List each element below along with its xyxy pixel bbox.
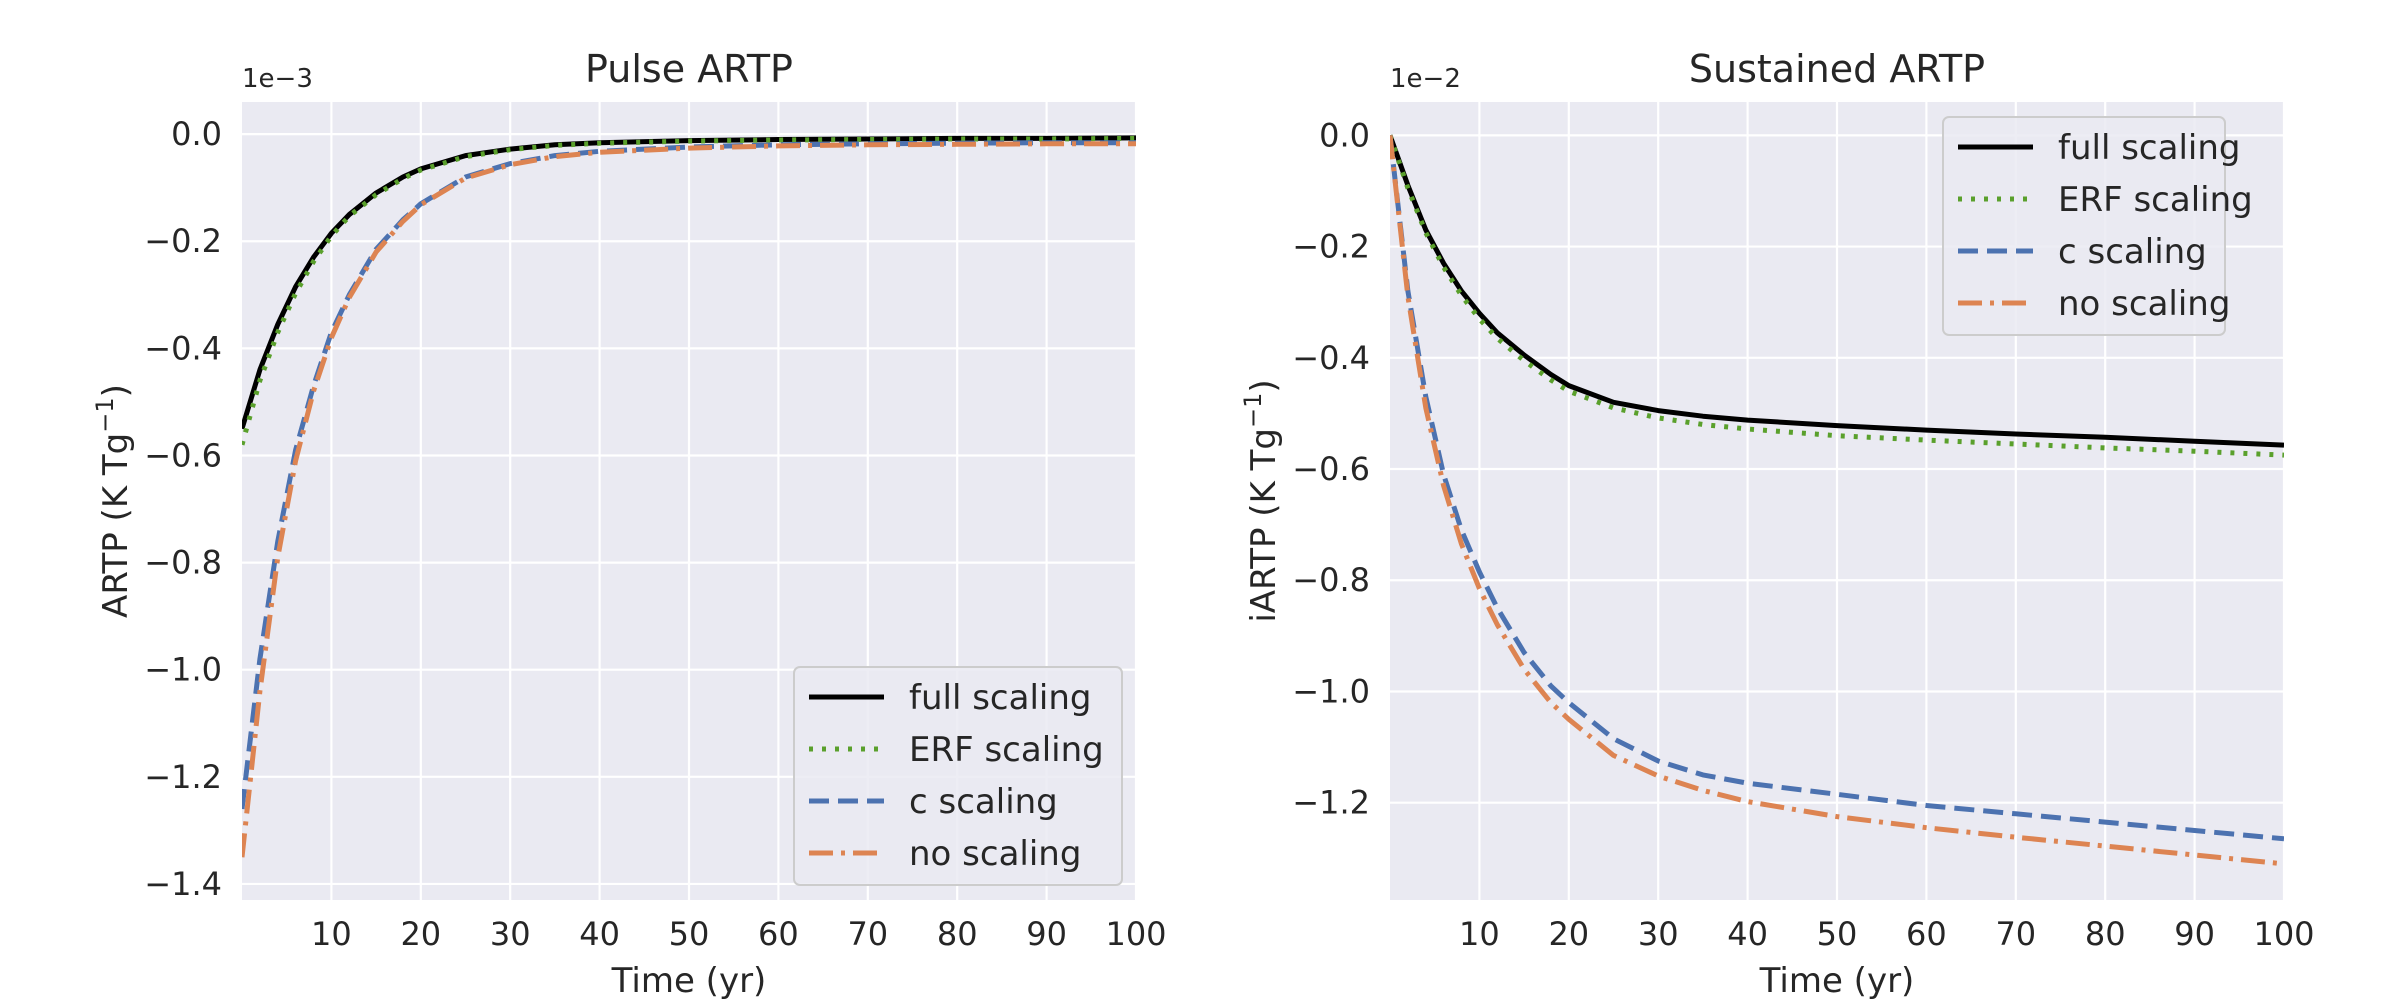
y-axis-label: ARTP (K Tg−1): [91, 384, 136, 618]
x-tick-label: 10: [1459, 915, 1500, 953]
x-tick-label: 80: [2085, 915, 2126, 953]
y-tick-label: −1.4: [144, 865, 222, 903]
y-tick-label: −0.8: [1292, 561, 1370, 599]
y-axis-label-main: ARTP (K Tg: [96, 433, 136, 618]
chart-2: 10 20 30 40 50 60 70 80 90 100 0.0 −0.2 −0.4 −0.6 −0.8…: [1239, 47, 2315, 1000]
x-tick-label: 40: [579, 915, 620, 953]
x-tick-label: 40: [1727, 915, 1768, 953]
x-tick-label: 70: [847, 915, 888, 953]
legend-label: c scaling: [2058, 232, 2207, 272]
x-tick-label: 90: [1026, 915, 1067, 953]
legend: full scaling ERF scaling c scaling no scali…: [793, 666, 1123, 886]
series-line-c-scaling: [1390, 135, 2284, 842]
series-line-no-scaling: [242, 141, 1136, 858]
x-tick-label: 20: [1548, 915, 1589, 953]
y-tick-label: −1.0: [1292, 672, 1370, 710]
y-tick-label: −0.6: [144, 436, 222, 474]
x-tick-label: 80: [937, 915, 978, 953]
y-tick-label: −1.2: [144, 758, 222, 796]
x-tick-label: 10: [311, 915, 352, 953]
legend-box: [1942, 116, 2226, 336]
y-axis-label-close: ): [1244, 379, 1284, 392]
y-axis-label-close: ): [96, 384, 136, 397]
y-axis-label-main: iARTP (K Tg: [1244, 428, 1284, 623]
y-tick-label: −1.0: [144, 651, 222, 689]
y-tick-label: −0.2: [1292, 228, 1370, 266]
x-tick-label: 90: [2174, 915, 2215, 953]
legend-box: [793, 666, 1123, 886]
x-tick-label: 70: [1995, 915, 2036, 953]
x-tick-label: 30: [490, 915, 531, 953]
series-lines: [242, 135, 1136, 858]
x-axis-label: Time (yr): [1759, 961, 1915, 1000]
chart-1: 10 20 30 40 50 60 70 80 90 100 0.0 −0.2 −0.4 −0.6 −0.8…: [91, 47, 1167, 1000]
y-axis-label-exponent: −1: [1239, 393, 1267, 428]
chart-title: Sustained ARTP: [1689, 47, 1985, 91]
y-axis-label: iARTP (K Tg−1): [1239, 379, 1284, 622]
x-tick-label: 30: [1638, 915, 1679, 953]
legend-label: no scaling: [2058, 284, 2230, 324]
x-axis-label: Time (yr): [611, 961, 767, 1000]
x-tick-label: 60: [758, 915, 799, 953]
y-tick-label: 0.0: [171, 115, 222, 153]
x-tick-label: 50: [669, 915, 710, 953]
legend-label: no scaling: [909, 834, 1081, 874]
x-tick-label: 60: [1906, 915, 1947, 953]
series-lines: [1390, 134, 2284, 867]
y-tick-label: −0.4: [144, 329, 222, 367]
legend-label: c scaling: [909, 782, 1058, 822]
y-tick-label: −0.4: [1292, 339, 1370, 377]
legend-label: full scaling: [2058, 128, 2240, 168]
series-line-ERF-scaling: [242, 135, 1136, 446]
y-tick-label: −1.2: [1292, 784, 1370, 822]
legend: full scaling ERF scaling c scaling no scali…: [1942, 116, 2253, 336]
x-tick-label: 100: [1105, 915, 1166, 953]
legend-label: ERF scaling: [909, 730, 1104, 770]
axis-offset-text: 1e−3: [242, 64, 313, 94]
y-tick-label: 0.0: [1319, 116, 1370, 154]
x-tick-label: 20: [400, 915, 441, 953]
x-tick-label: 100: [2253, 915, 2314, 953]
legend-label: full scaling: [909, 678, 1091, 718]
y-tick-label: −0.8: [144, 544, 222, 582]
series-line-no-scaling: [1390, 135, 2284, 867]
legend-label: ERF scaling: [2058, 180, 2253, 220]
y-tick-label: −0.6: [1292, 450, 1370, 488]
chart-title: Pulse ARTP: [585, 47, 793, 91]
axis-offset-text: 1e−2: [1390, 64, 1461, 94]
y-axis-label-exponent: −1: [91, 397, 119, 432]
x-tick-label: 50: [1817, 915, 1858, 953]
y-tick-label: −0.2: [144, 222, 222, 260]
